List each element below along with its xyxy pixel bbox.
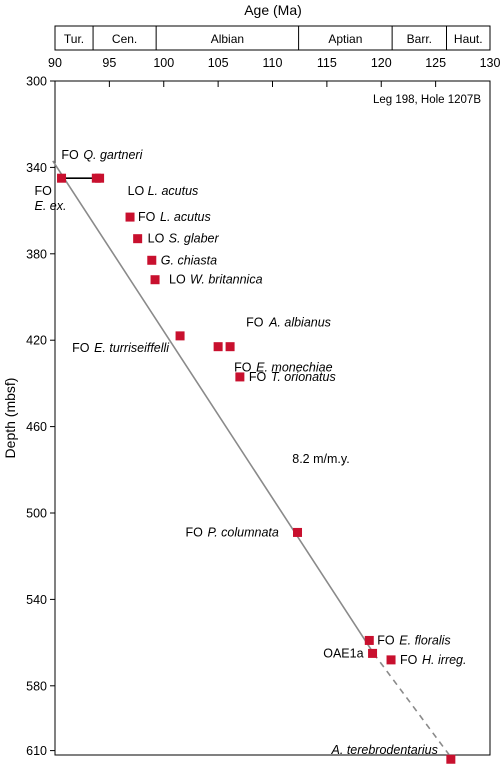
x-tick-label: 95 bbox=[102, 56, 116, 70]
datum-taxon-label: W. britannica bbox=[190, 273, 263, 287]
datum-taxon-label: S. glaber bbox=[169, 232, 220, 246]
datum-taxon-label: H. irreg. bbox=[422, 653, 466, 667]
trend-solid-line bbox=[52, 160, 375, 654]
x-axis: 90 95 100 105 110 115 120 125 130 bbox=[48, 56, 500, 87]
x-tick-label: 90 bbox=[48, 56, 62, 70]
x-axis-title: Age (Ma) bbox=[244, 2, 302, 18]
site-note: Leg 198, Hole 1207B bbox=[373, 94, 481, 106]
stage-label: Aptian bbox=[328, 32, 362, 46]
x-tick-label: 130 bbox=[480, 56, 501, 70]
datum-point bbox=[125, 212, 135, 222]
age-depth-line bbox=[52, 160, 452, 758]
datum-prefix-label: FO bbox=[186, 525, 204, 539]
datum-point bbox=[293, 527, 303, 537]
datum-taxon-label: G. chiasta bbox=[161, 253, 217, 267]
y-tick-label: 380 bbox=[26, 247, 47, 261]
y-tick-label: 580 bbox=[26, 679, 47, 693]
datum-taxon-label: T. orionatus bbox=[271, 370, 336, 384]
datum-prefix-label: FO bbox=[138, 210, 156, 224]
x-tick-label: 125 bbox=[425, 56, 446, 70]
stage-label: Cen. bbox=[112, 32, 137, 46]
datum-point bbox=[95, 173, 105, 183]
stage-bar-frame bbox=[54, 25, 491, 51]
x-tick-label: 105 bbox=[208, 56, 229, 70]
trend-dashed-line bbox=[372, 652, 452, 758]
y-axis: 300 340 380 420 460 500 540 580 610 bbox=[26, 75, 55, 758]
y-tick-label: 460 bbox=[26, 420, 47, 434]
datum-taxon-label: A. albianus bbox=[268, 316, 331, 330]
datum-point bbox=[364, 635, 374, 645]
rate-label: 8.2 m/m.y. bbox=[292, 452, 349, 466]
y-tick-label: 420 bbox=[26, 334, 47, 348]
datum-point bbox=[368, 648, 378, 658]
y-tick-label: 340 bbox=[26, 161, 47, 175]
y-tick-label: 540 bbox=[26, 593, 47, 607]
datum-taxon-label: E. monechiae bbox=[256, 361, 332, 375]
x-tick-label: 115 bbox=[317, 56, 337, 70]
datum-point bbox=[213, 342, 223, 352]
datum-point bbox=[133, 234, 143, 244]
datum-point bbox=[150, 275, 160, 285]
datum-taxon-label: L. acutus bbox=[148, 184, 199, 198]
y-tick-label: 300 bbox=[26, 75, 47, 89]
datum-prefix-label: LO bbox=[169, 273, 186, 287]
datum-taxon-label: E. floralis bbox=[399, 633, 450, 647]
datum-point bbox=[225, 342, 235, 352]
datum-event-label: OAE1a bbox=[323, 646, 363, 660]
datum-prefix-label: FO bbox=[246, 316, 264, 330]
datum-prefix-label: FO bbox=[61, 148, 79, 162]
stage-bar: Tur. Cen. Albian Aptian Barr. Haut. bbox=[54, 25, 491, 51]
datum-point bbox=[57, 173, 67, 183]
datum-prefix-label: FO bbox=[35, 184, 53, 198]
datum-taxon-label: E. ex. bbox=[35, 199, 67, 213]
datum-taxon-label: L. acutus bbox=[160, 210, 211, 224]
datum-taxon-label: P. columnata bbox=[208, 525, 279, 539]
datum-taxon-label: Q. gartneri bbox=[83, 148, 143, 162]
datum-point bbox=[235, 372, 245, 382]
datum-prefix-label: LO bbox=[148, 232, 165, 246]
y-axis-title: Depth (mbsf) bbox=[2, 378, 18, 459]
y-tick-label: 500 bbox=[26, 507, 47, 521]
x-tick-label: 100 bbox=[153, 56, 174, 70]
datum-prefix-label: FO bbox=[377, 633, 395, 647]
stage-label: Barr. bbox=[407, 32, 432, 46]
datum-point bbox=[446, 754, 456, 764]
datum-prefix-label: FO bbox=[72, 341, 90, 355]
datum-point bbox=[147, 255, 157, 265]
datum-taxon-label: A. terebrodentarius bbox=[331, 743, 438, 757]
x-tick-label: 110 bbox=[263, 56, 283, 70]
datum-prefix-label: LO bbox=[128, 184, 145, 198]
datum-prefix-label: FO bbox=[249, 370, 267, 384]
stage-label: Tur. bbox=[64, 32, 84, 46]
datum-point bbox=[386, 655, 396, 665]
datum-prefix-label: FO bbox=[234, 361, 252, 375]
datum-point bbox=[175, 331, 185, 341]
datum-prefix-label: FO bbox=[400, 653, 418, 667]
stage-label: Albian bbox=[211, 32, 244, 46]
y-tick-label: 610 bbox=[26, 744, 47, 758]
stage-label: Haut. bbox=[454, 32, 483, 46]
datum-points bbox=[57, 173, 456, 764]
datum-taxon-label: E. turriseiffelli bbox=[94, 341, 170, 355]
x-tick-label: 120 bbox=[371, 56, 392, 70]
